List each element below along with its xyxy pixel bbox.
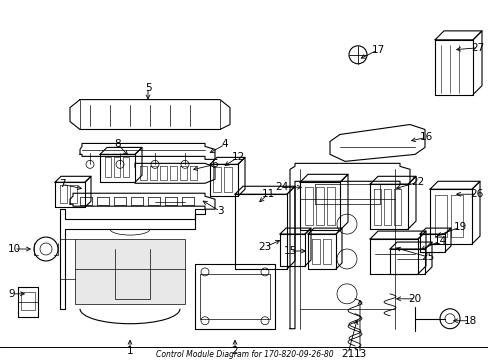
Text: 24: 24	[275, 182, 288, 192]
Text: 11: 11	[261, 189, 274, 199]
Text: 22: 22	[410, 177, 424, 187]
Text: 8: 8	[115, 139, 121, 149]
Text: 26: 26	[469, 189, 483, 199]
Text: 25: 25	[421, 252, 434, 262]
Text: 12: 12	[231, 152, 244, 162]
Text: 2: 2	[231, 346, 238, 356]
Text: 3: 3	[216, 206, 223, 216]
Text: 7: 7	[59, 179, 65, 189]
Text: 21: 21	[341, 348, 354, 359]
Text: 14: 14	[432, 236, 446, 246]
Text: Control Module Diagram for 170-820-09-26-80: Control Module Diagram for 170-820-09-26…	[155, 350, 333, 359]
Text: 16: 16	[419, 132, 432, 143]
Text: 5: 5	[144, 83, 151, 93]
Text: 1: 1	[126, 346, 133, 356]
Text: 23: 23	[258, 242, 271, 252]
Text: 27: 27	[470, 43, 484, 53]
Text: 17: 17	[370, 45, 384, 55]
Text: 9: 9	[9, 289, 15, 299]
Text: 18: 18	[463, 316, 476, 326]
Polygon shape	[75, 239, 184, 304]
Text: 6: 6	[211, 159, 218, 169]
Text: 19: 19	[452, 222, 466, 232]
Text: 10: 10	[7, 244, 20, 254]
Text: 4: 4	[221, 139, 228, 149]
Text: 15: 15	[283, 246, 296, 256]
Text: 13: 13	[353, 348, 366, 359]
Text: 20: 20	[407, 294, 421, 304]
